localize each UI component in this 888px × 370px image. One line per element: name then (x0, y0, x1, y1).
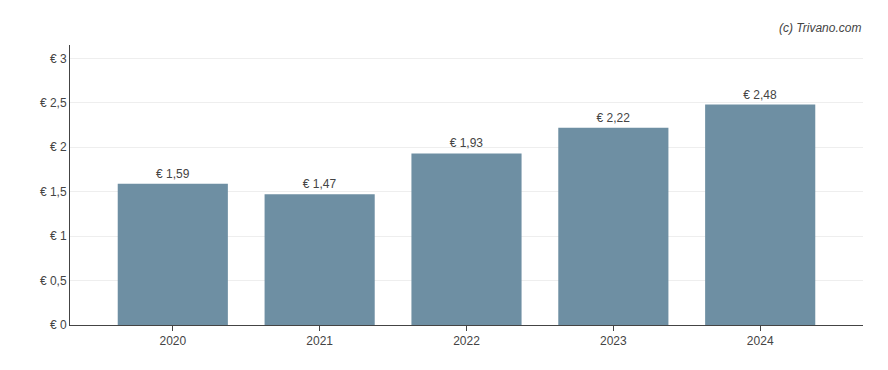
svg-text:(c) Trivano.com: (c) Trivano.com (779, 21, 861, 35)
svg-text:€ 1,47: € 1,47 (303, 177, 337, 191)
svg-text:€ 1,5: € 1,5 (40, 185, 67, 199)
svg-text:€ 2,5: € 2,5 (40, 96, 67, 110)
svg-text:€ 1,59: € 1,59 (156, 167, 190, 181)
svg-text:€ 2,48: € 2,48 (743, 88, 777, 102)
svg-text:2022: 2022 (453, 334, 480, 348)
svg-text:2023: 2023 (600, 334, 627, 348)
svg-text:€ 2: € 2 (50, 140, 67, 154)
svg-text:€ 1,93: € 1,93 (450, 136, 484, 150)
svg-text:€ 1: € 1 (50, 229, 67, 243)
svg-text:2024: 2024 (747, 334, 774, 348)
svg-text:€ 0,5: € 0,5 (40, 274, 67, 288)
svg-text:€ 0: € 0 (50, 318, 67, 332)
svg-text:€ 3: € 3 (50, 52, 67, 66)
svg-text:2021: 2021 (306, 334, 333, 348)
svg-text:2020: 2020 (159, 334, 186, 348)
svg-text:€ 2,22: € 2,22 (597, 111, 631, 125)
